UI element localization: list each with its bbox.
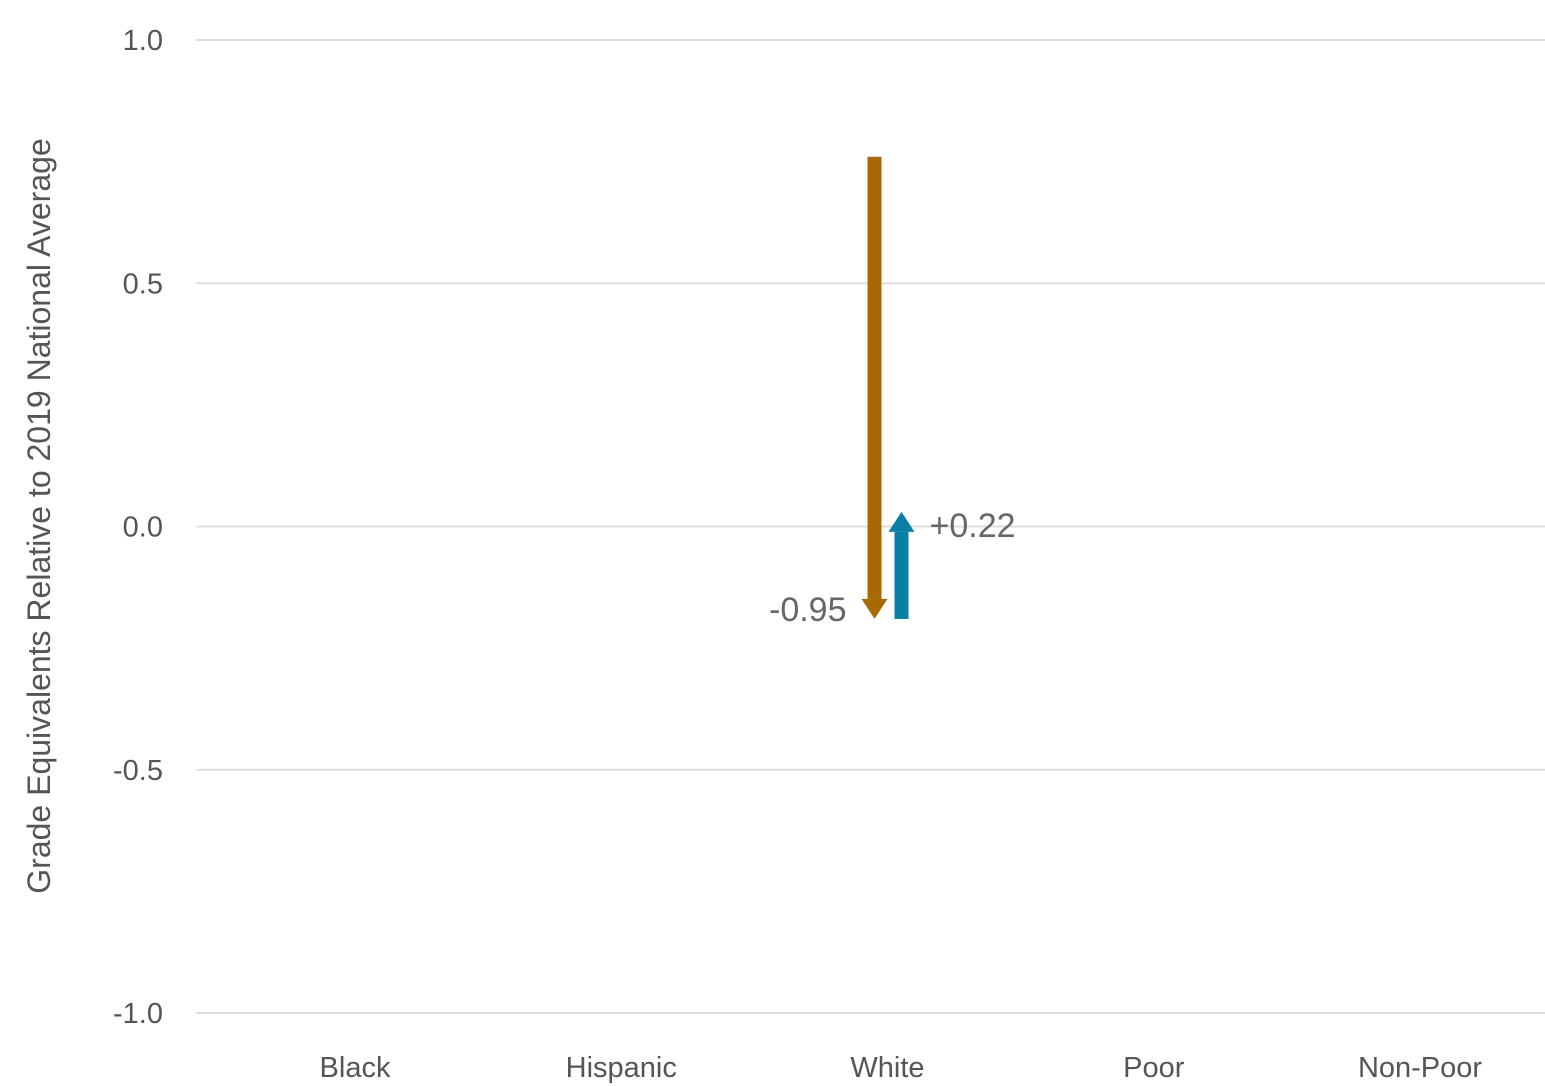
y-tick-label: -0.5 (113, 755, 163, 787)
y-axis-ticks: 1.0 0.5 0.0 -0.5 -1.0 (113, 25, 163, 1030)
x-category-label: Hispanic (566, 1052, 677, 1084)
y-tick-label: 0.5 (123, 268, 163, 300)
change-label: +0.22 (930, 507, 1016, 545)
gain-arrow (888, 511, 915, 619)
change-label: -0.95 (769, 591, 847, 629)
y-tick-label: -1.0 (113, 998, 163, 1030)
x-category-label: Poor (1123, 1052, 1185, 1084)
y-tick-label: 1.0 (123, 25, 163, 57)
x-category-label: Non-Poor (1358, 1052, 1482, 1084)
x-category-label: White (850, 1052, 924, 1084)
data-labels: -0.95 +0.22 (769, 507, 1016, 629)
y-tick-label: 0.0 (123, 512, 163, 544)
x-category-label: Black (320, 1052, 391, 1084)
decline-arrow (861, 156, 888, 619)
arrow-shaft (894, 531, 909, 619)
y-axis-label: Grade Equivalents Relative to 2019 Natio… (21, 138, 57, 893)
arrow-head (861, 598, 888, 619)
arrow-marks (861, 156, 915, 619)
arrow-head (888, 511, 915, 532)
x-axis-categories: Black Hispanic White Poor Non-Poor (320, 1052, 1483, 1084)
arrow-shaft (867, 156, 882, 599)
